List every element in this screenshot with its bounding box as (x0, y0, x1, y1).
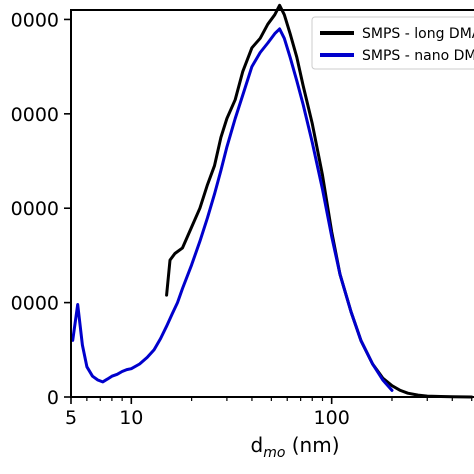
x-tick-label: 10 (119, 407, 143, 429)
x-axis-title-sub: mo (263, 445, 285, 461)
y-tick-label: 0000 (11, 9, 59, 31)
series-line-nano-dma (71, 27, 394, 392)
x-tick-label: 5 (65, 407, 77, 429)
y-tick-label: 0000 (11, 293, 59, 315)
series-layer (71, 3, 474, 399)
legend-label-long-dma: SMPS - long DMA (362, 26, 474, 42)
y-tick-label: 0000 (11, 104, 59, 126)
plot-frame (70, 9, 474, 398)
y-tick-label: 0 (47, 387, 59, 409)
x-axis-title: dmo (nm) (250, 433, 339, 461)
legend-label-nano-dma: SMPS - nano DMA (362, 48, 474, 64)
legend: SMPS - long DMA SMPS - nano DMA (311, 16, 474, 70)
series-line-long-dma (165, 3, 474, 399)
x-tick-label: 100 (314, 407, 350, 429)
y-tick-label: 0000 (11, 198, 59, 220)
x-axis-title-main: d (250, 433, 263, 457)
x-axis-title-unit: (nm) (285, 433, 339, 457)
